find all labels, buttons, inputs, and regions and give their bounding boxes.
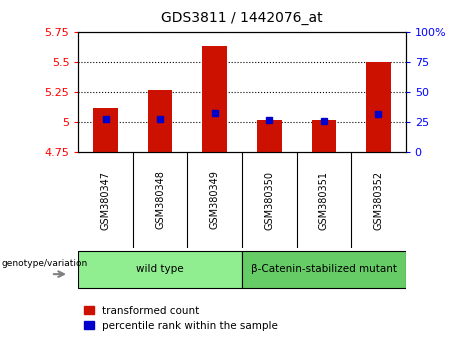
Text: GSM380352: GSM380352 — [373, 170, 384, 230]
Bar — [202, 46, 227, 152]
Legend: transformed count, percentile rank within the sample: transformed count, percentile rank withi… — [83, 306, 278, 331]
Text: β-Catenin-stabilized mutant: β-Catenin-stabilized mutant — [251, 264, 397, 274]
Bar — [366, 62, 390, 152]
Bar — [242, 251, 406, 288]
Bar — [94, 108, 118, 152]
Text: GSM380351: GSM380351 — [319, 171, 329, 229]
Bar — [312, 120, 336, 152]
Bar — [257, 120, 282, 152]
Text: GDS3811 / 1442076_at: GDS3811 / 1442076_at — [161, 11, 323, 25]
Text: GSM380347: GSM380347 — [100, 171, 111, 229]
Text: GSM380350: GSM380350 — [264, 171, 274, 229]
Text: wild type: wild type — [136, 264, 184, 274]
Text: GSM380349: GSM380349 — [210, 171, 220, 229]
Bar — [78, 251, 242, 288]
Text: GSM380348: GSM380348 — [155, 171, 165, 229]
Text: genotype/variation: genotype/variation — [1, 259, 88, 268]
Bar — [148, 90, 172, 152]
